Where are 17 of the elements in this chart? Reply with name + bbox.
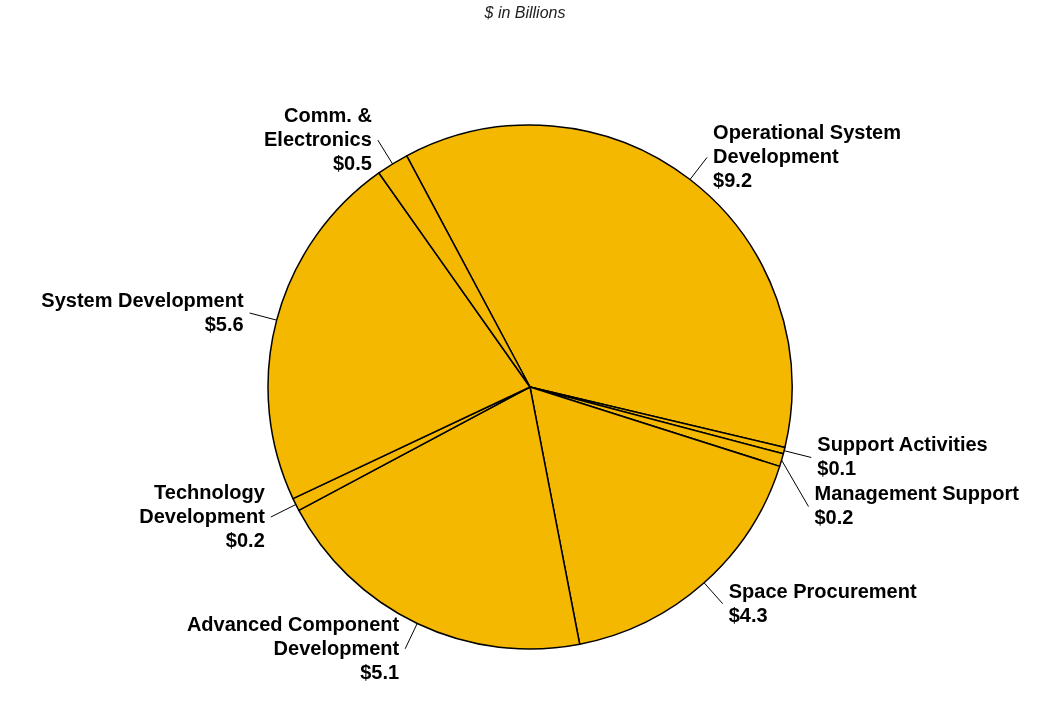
data-label: $5.1 [360, 660, 400, 683]
chart-title: $ in Billions [483, 4, 566, 21]
slice-label: Technology Development [139, 481, 266, 528]
slice-label: Comm. & Electronics [264, 104, 372, 151]
data-label: $5.6 [204, 313, 244, 336]
slice-label: Advanced Component Development [186, 612, 400, 659]
data-label: $0.2 [225, 529, 265, 552]
slice-label: Operational System Development [713, 121, 901, 168]
slice-label: Space Procurement [728, 579, 917, 602]
slice-label: Support Activities [817, 433, 988, 456]
data-label: $4.3 [728, 603, 768, 626]
slice-label: System Development [41, 289, 244, 312]
slice-label: Management Support [814, 482, 1020, 505]
data-label: $0.2 [814, 506, 854, 529]
data-label: $0.5 [332, 152, 372, 175]
data-label: $0.1 [817, 457, 857, 480]
data-label: $9.2 [713, 169, 753, 192]
